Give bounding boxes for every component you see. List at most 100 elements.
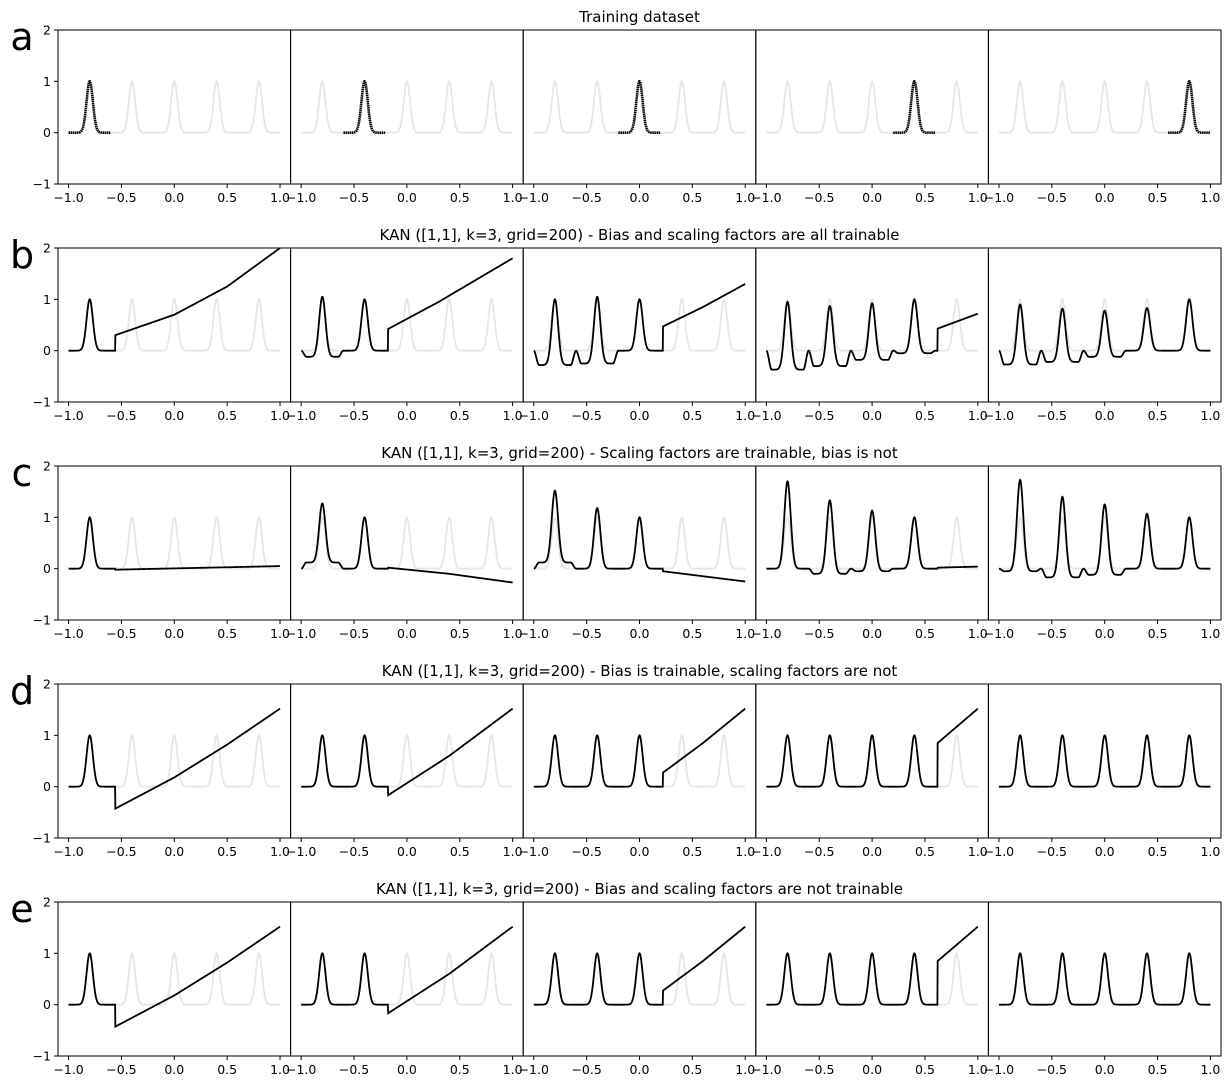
y-tick-label: 1	[43, 728, 51, 743]
panel-c-2: −1.0 −0.5 0.0 0.5 1.0	[286, 465, 524, 641]
training-data-series	[618, 79, 661, 134]
row-title-e: KAN ([1,1], k=3, grid=200) - Bias and sc…	[376, 880, 903, 898]
x-tick-label: 0.0	[164, 408, 184, 423]
x-tick-label: 0.5	[682, 190, 702, 205]
x-tick-label: 0.0	[397, 626, 417, 641]
x-tick-label: −0.5	[106, 408, 136, 423]
x-tick-label: 1.0	[968, 1062, 988, 1077]
kan-prediction-series	[766, 925, 979, 1006]
panel-d-5: −1.0 −0.5 0.0 0.5 1.0	[984, 683, 1222, 859]
panel-d-2: −1.0 −0.5 0.0 0.5 1.0	[286, 683, 524, 859]
x-tick-label: 0.5	[450, 626, 470, 641]
x-tick-label: 0.0	[397, 844, 417, 859]
target-curve	[533, 952, 746, 1006]
kan-prediction-series	[766, 480, 978, 575]
x-tick-label: 1.0	[968, 408, 988, 423]
x-tick-label: −1.0	[984, 190, 1014, 205]
x-tick-label: −1.0	[984, 1062, 1014, 1077]
x-tick-label: −1.0	[53, 626, 83, 641]
row-title-b: KAN ([1,1], k=3, grid=200) - Bias and sc…	[380, 226, 900, 244]
x-tick-label: 0.5	[682, 1062, 702, 1077]
panel-d-3: −1.0 −0.5 0.0 0.5 1.0	[519, 683, 757, 859]
kan-prediction-series	[68, 248, 281, 352]
panel-e-1: −1.0 −0.5 0.0 0.5 1.0	[53, 901, 292, 1077]
panel-d-1: −1.0 −0.5 0.0 0.5 1.0	[53, 683, 292, 859]
x-tick-label: 0.0	[397, 1062, 417, 1077]
x-tick-label: 1.0	[968, 190, 988, 205]
x-tick-label: 0.5	[682, 844, 702, 859]
x-tick-label: −1.0	[519, 844, 549, 859]
x-tick-label: 1.0	[270, 626, 290, 641]
x-tick-label: 1.0	[503, 844, 523, 859]
row-title-d: KAN ([1,1], k=3, grid=200) - Bias is tra…	[382, 662, 898, 680]
x-tick-label: 0.5	[682, 626, 702, 641]
y-tick-label: 0	[43, 343, 51, 358]
x-tick-label: 0.5	[217, 626, 237, 641]
y-tick-label: 0	[43, 125, 51, 140]
x-tick-label: −1.0	[286, 626, 316, 641]
x-tick-label: 0.0	[1095, 190, 1115, 205]
y-tick-label: 2	[43, 241, 51, 256]
target-curve	[766, 952, 978, 1006]
x-tick-label: 1.0	[270, 190, 290, 205]
x-tick-label: 0.0	[862, 844, 882, 859]
y-tick-label: 0	[43, 997, 51, 1012]
panel-c-3: −1.0 −0.5 0.0 0.5 1.0	[519, 465, 757, 641]
training-data-series	[893, 79, 936, 134]
x-tick-label: 1.0	[968, 626, 988, 641]
panel-d-4: −1.0 −0.5 0.0 0.5 1.0	[751, 683, 989, 859]
y-tick-label: −1	[33, 395, 51, 410]
x-tick-label: −1.0	[751, 844, 781, 859]
x-tick-label: 0.0	[1095, 626, 1115, 641]
x-tick-label: −0.5	[1037, 626, 1067, 641]
target-curve	[766, 734, 978, 788]
y-tick-label: 0	[43, 779, 51, 794]
x-tick-label: −1.0	[751, 1062, 781, 1077]
x-tick-label: −0.5	[339, 408, 369, 423]
x-tick-label: 0.0	[397, 190, 417, 205]
x-tick-label: −0.5	[339, 844, 369, 859]
x-tick-label: 0.5	[682, 408, 702, 423]
x-tick-label: −1.0	[286, 408, 316, 423]
kan-prediction-series	[68, 516, 281, 571]
y-tick-label: 2	[43, 23, 51, 38]
x-tick-label: 0.0	[164, 1062, 184, 1077]
x-tick-label: −1.0	[519, 1062, 549, 1077]
panel-b-2: −1.0 −0.5 0.0 0.5 1.0	[286, 247, 524, 423]
x-tick-label: −1.0	[286, 190, 316, 205]
target-curve	[68, 80, 281, 134]
y-tick-label: 1	[43, 292, 51, 307]
kan-prediction-series	[533, 283, 746, 366]
kan-prediction-series	[68, 707, 281, 811]
x-tick-label: −0.5	[106, 844, 136, 859]
y-tick-label: 1	[43, 946, 51, 961]
y-tick-label: 1	[43, 74, 51, 89]
x-tick-label: 0.0	[630, 1062, 650, 1077]
target-curve	[301, 734, 513, 788]
kan-prediction-series	[998, 478, 1211, 579]
x-tick-label: −0.5	[339, 1062, 369, 1077]
row-letter-a: a	[10, 15, 33, 59]
x-tick-label: 1.0	[735, 1062, 755, 1077]
x-tick-label: −0.5	[1037, 1062, 1067, 1077]
kan-prediction-series	[766, 707, 979, 788]
target-curve	[533, 298, 746, 352]
x-tick-label: 0.0	[630, 190, 650, 205]
kan-prediction-series	[533, 489, 746, 583]
x-tick-label: −0.5	[339, 626, 369, 641]
target-curve	[301, 516, 513, 570]
y-tick-label: −1	[33, 177, 51, 192]
target-curve	[998, 734, 1211, 788]
y-tick-label: 2	[43, 459, 51, 474]
panel-a-4: −1.0 −0.5 0.0 0.5 1.0	[751, 29, 989, 205]
x-tick-label: 0.5	[915, 844, 935, 859]
x-tick-label: 1.0	[270, 408, 290, 423]
x-tick-label: −1.0	[751, 190, 781, 205]
x-tick-label: 0.0	[862, 408, 882, 423]
panel-a-1: −1.0 −0.5 0.0 0.5 1.0	[53, 29, 292, 205]
panel-c-4: −1.0 −0.5 0.0 0.5 1.0	[751, 465, 989, 641]
target-curve	[766, 516, 978, 570]
kan-prediction-series	[765, 298, 979, 371]
x-tick-label: −0.5	[804, 190, 834, 205]
